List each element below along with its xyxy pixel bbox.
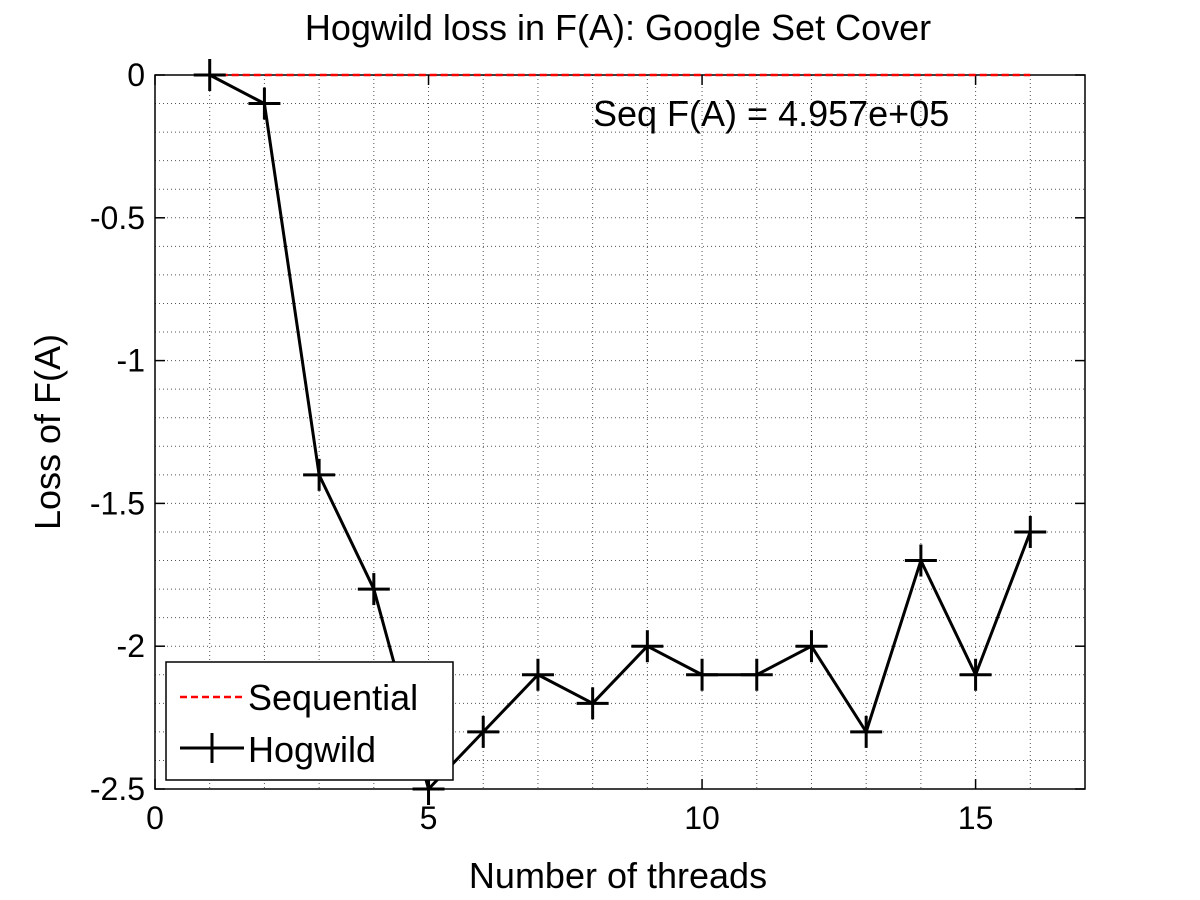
x-tick-label: 5 — [420, 800, 438, 836]
x-axis-label: Number of threads — [469, 855, 767, 896]
x-tick-label: 0 — [146, 800, 164, 836]
y-tick-label: -2.5 — [90, 771, 145, 807]
hogwild-point — [357, 573, 390, 606]
hogwild-point — [303, 458, 336, 491]
y-tick-label: -1 — [117, 343, 145, 379]
x-tick-label: 15 — [958, 800, 994, 836]
hogwild-point — [631, 630, 664, 663]
hogwild-point — [904, 544, 937, 577]
hogwild-point — [959, 658, 992, 691]
hogwild-point — [795, 630, 828, 663]
legend: Sequential Hogwild — [165, 661, 454, 781]
hogwild-point — [686, 658, 719, 691]
hogwild-point — [576, 687, 609, 720]
hogwild-point — [193, 59, 226, 91]
hogwild-series-line — [209, 73, 1032, 791]
hogwild-point — [740, 658, 773, 691]
legend-hogwild-label: Hogwild — [248, 729, 376, 770]
hogwild-point — [850, 715, 883, 748]
series-layer — [193, 59, 1047, 805]
legend-sequential-label: Sequential — [248, 677, 418, 718]
y-tick-label: 0 — [127, 57, 145, 93]
y-axis-label: Loss of F(A) — [27, 334, 68, 530]
y-tick-label: -2 — [117, 628, 145, 664]
legend-box — [165, 661, 454, 781]
grid — [155, 75, 1085, 789]
hogwild-point — [248, 87, 281, 120]
hogwild-point — [521, 658, 554, 691]
hogwild-point — [467, 715, 500, 748]
chart-title: Hogwild loss in F(A): Google Set Cover — [305, 7, 931, 48]
hogwild-point — [1014, 515, 1047, 548]
axis-ticks: 0 5 10 15 0 -0.5 -1 -1.5 -2 -2.5 — [90, 57, 1085, 836]
x-tick-label: 10 — [684, 800, 720, 836]
y-tick-label: -1.5 — [90, 485, 145, 521]
y-tick-label: -0.5 — [90, 200, 145, 236]
sequential-value-annotation: Seq F(A) = 4.957e+05 — [593, 93, 949, 134]
